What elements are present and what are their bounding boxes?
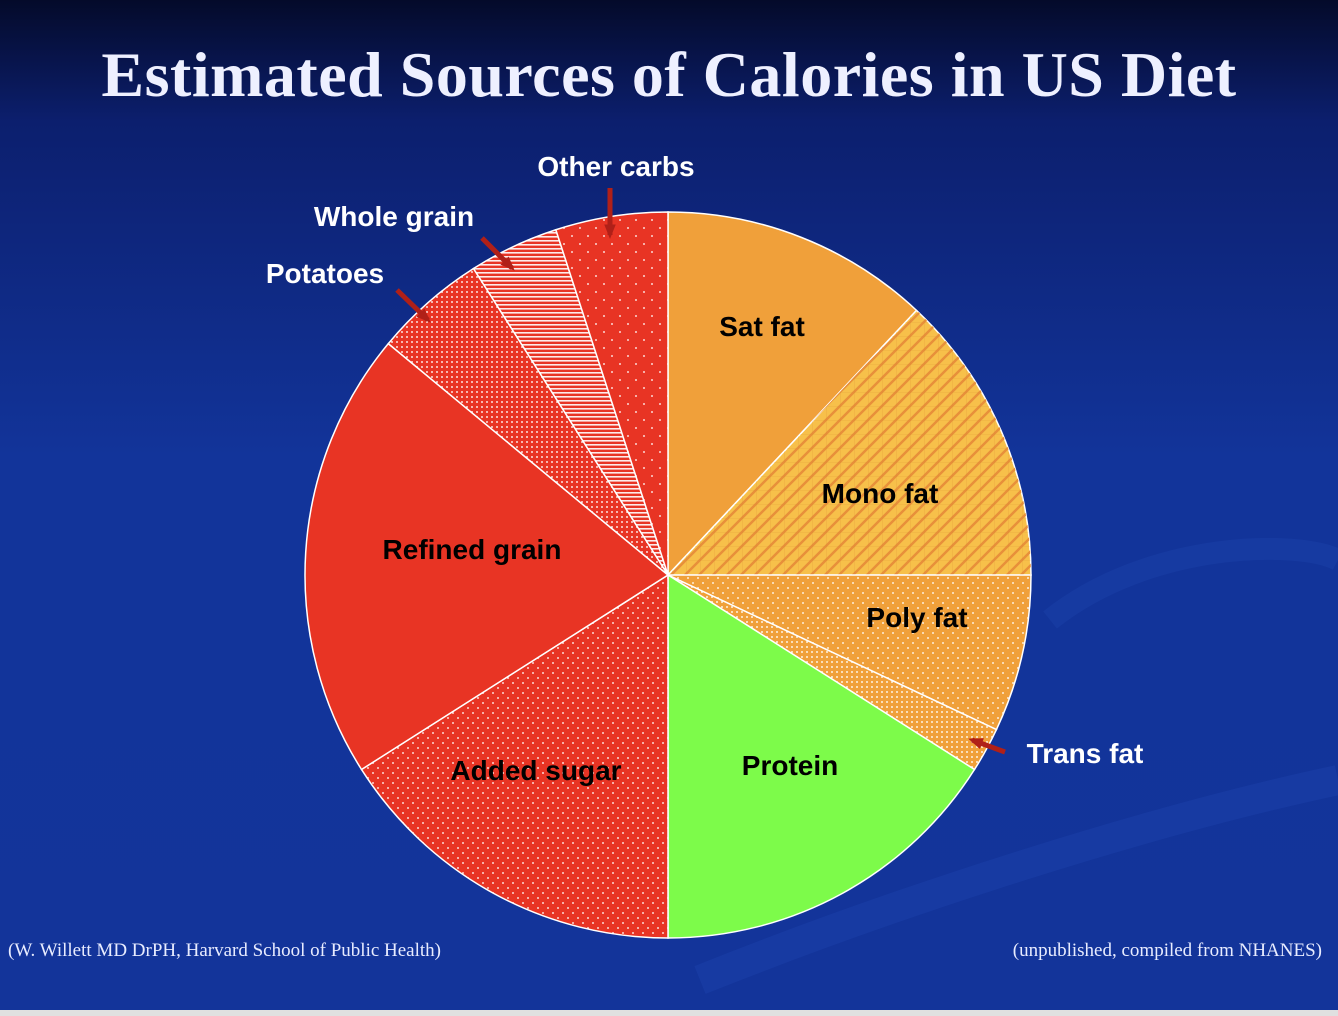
pie-slice-added-sugar: [360, 573, 669, 939]
arrow-head-icon: [968, 738, 984, 750]
slice-label: Trans fat: [1027, 738, 1144, 769]
footer-source: (unpublished, compiled from NHANES): [1012, 940, 1322, 961]
pie-slice-mono-fat: [666, 309, 1032, 576]
arrow-head-icon: [604, 224, 616, 239]
slice-label: Whole grain: [314, 201, 474, 232]
slice-label: Sat fat: [719, 311, 805, 342]
slice-label: Potatoes: [266, 258, 384, 289]
pie-slice-sat-fat: [667, 211, 918, 577]
slice-label: Other carbs: [537, 151, 694, 182]
pie-slice-poly-fat: [667, 574, 1032, 731]
slice-label: Added sugar: [450, 755, 621, 786]
pie-slice-protein: [667, 573, 976, 939]
slice-label: Refined grain: [383, 534, 562, 565]
footer-citation: (W. Willett MD DrPH, Harvard School of P…: [8, 940, 442, 961]
slice-label: Poly fat: [866, 602, 967, 633]
pie-slice-refined-grain: [304, 342, 670, 771]
slice-label: Protein: [742, 750, 838, 781]
arrow-head-icon: [416, 308, 431, 323]
slice-label: Mono fat: [822, 478, 939, 509]
arrow-head-icon: [500, 256, 515, 271]
chart-title: Estimated Sources of Calories in US Diet: [101, 39, 1237, 110]
bottom-strip: [0, 1010, 1338, 1016]
